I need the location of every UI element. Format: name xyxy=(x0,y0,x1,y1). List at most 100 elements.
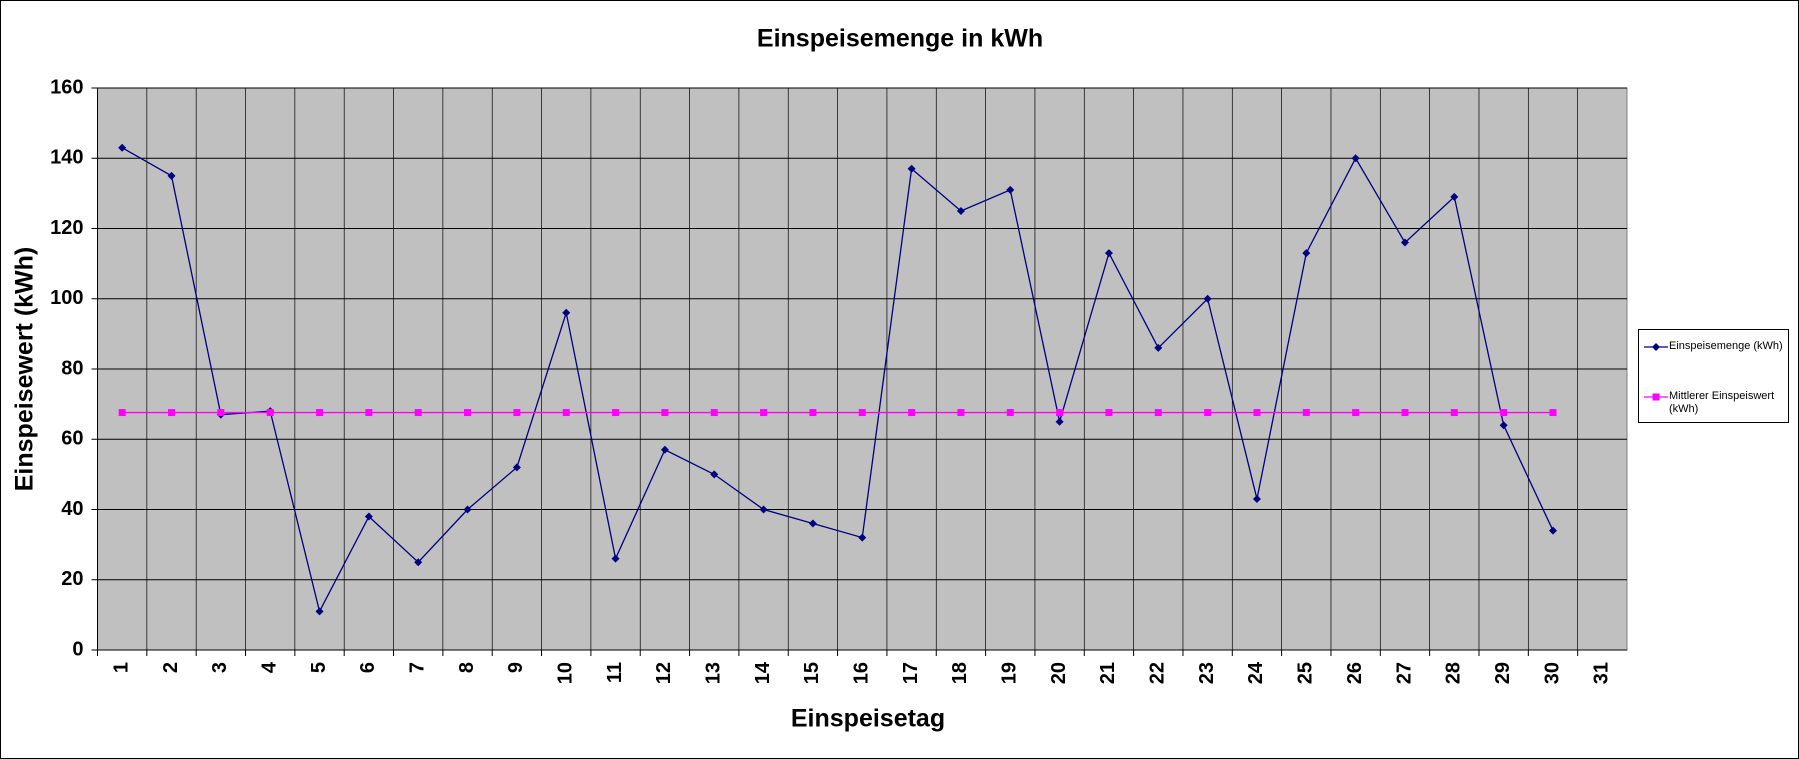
y-tick-label: 140 xyxy=(50,147,83,169)
marker xyxy=(217,409,225,417)
marker xyxy=(513,409,521,417)
marker xyxy=(1252,494,1261,503)
y-tick-label: 120 xyxy=(50,217,83,239)
marker xyxy=(660,445,669,454)
y-tick-label: 40 xyxy=(61,498,83,520)
marker xyxy=(1006,409,1014,417)
x-tick-label: 25 xyxy=(1295,662,1317,684)
x-tick-label: 14 xyxy=(752,661,774,684)
x-tick-label: 28 xyxy=(1443,662,1465,684)
x-tick-label: 1 xyxy=(110,662,132,673)
x-tick-label: 27 xyxy=(1393,662,1415,684)
marker xyxy=(118,143,127,152)
marker xyxy=(858,533,867,542)
chart-title: Einspeisemenge in kWh xyxy=(757,25,1043,53)
y-tick-label: 160 xyxy=(50,76,83,98)
marker xyxy=(1203,294,1212,303)
legend-swatch xyxy=(1644,343,1668,351)
marker xyxy=(759,505,768,514)
legend-label: Einspeisemenge (kWh) xyxy=(1669,340,1783,352)
marker xyxy=(414,558,423,567)
marker xyxy=(168,409,176,417)
marker xyxy=(1154,409,1162,417)
x-tick-label: 20 xyxy=(1048,662,1070,684)
x-tick-label: 7 xyxy=(406,662,428,673)
x-tick-label: 15 xyxy=(801,662,823,684)
marker xyxy=(1006,185,1015,194)
marker xyxy=(612,409,620,417)
marker xyxy=(858,409,866,417)
marker xyxy=(167,171,176,180)
marker xyxy=(1302,409,1310,417)
marker xyxy=(1104,249,1113,258)
marker xyxy=(1400,238,1409,247)
x-tick-label: 16 xyxy=(851,662,873,684)
marker xyxy=(808,519,817,528)
marker xyxy=(809,409,817,417)
marker xyxy=(1401,409,1409,417)
marker xyxy=(661,409,669,417)
x-tick-label: 24 xyxy=(1245,661,1267,684)
marker xyxy=(710,409,718,417)
marker xyxy=(1652,343,1660,351)
marker xyxy=(1548,526,1557,535)
marker xyxy=(1154,343,1163,352)
x-tick-label: 3 xyxy=(209,662,231,673)
x-tick-label: 10 xyxy=(554,662,576,684)
x-tick-label: 31 xyxy=(1591,662,1613,684)
marker xyxy=(1450,192,1459,201)
x-tick-label: 6 xyxy=(357,662,379,673)
marker xyxy=(907,164,916,173)
marker xyxy=(1500,409,1508,417)
marker xyxy=(1450,409,1458,417)
y-tick-label: 80 xyxy=(61,357,83,379)
x-tick-label: 9 xyxy=(505,662,527,673)
marker xyxy=(364,512,373,521)
marker xyxy=(1549,409,1557,417)
marker xyxy=(1055,417,1064,426)
y-tick-label: 100 xyxy=(50,287,83,309)
marker xyxy=(266,409,274,417)
legend-label: Mittlerer Einspeiswert (kWh) xyxy=(1669,390,1775,415)
marker xyxy=(1302,249,1311,258)
marker xyxy=(1351,154,1360,163)
marker xyxy=(315,607,324,616)
marker xyxy=(463,505,472,514)
legend-item: Mittlerer Einspeiswert (kWh) xyxy=(1643,390,1787,416)
x-tick-label: 17 xyxy=(900,662,922,684)
x-tick-label: 29 xyxy=(1492,662,1514,684)
marker xyxy=(1499,421,1508,430)
x-tick-label: 12 xyxy=(653,662,675,684)
x-tick-label: 21 xyxy=(1097,662,1119,684)
marker xyxy=(562,308,571,317)
marker xyxy=(365,409,373,417)
y-axis-label: Einspeisewert (kWh) xyxy=(11,247,39,492)
marker xyxy=(1652,393,1660,401)
legend-swatch xyxy=(1644,393,1668,401)
marker xyxy=(760,409,768,417)
marker xyxy=(1352,409,1360,417)
marker xyxy=(562,409,570,417)
x-tick-label: 30 xyxy=(1541,662,1563,684)
x-tick-label: 5 xyxy=(308,662,330,673)
x-tick-label: 8 xyxy=(456,662,478,673)
x-tick-label: 2 xyxy=(160,662,182,673)
marker xyxy=(956,206,965,215)
marker xyxy=(414,409,422,417)
marker xyxy=(316,409,324,417)
legend-item: Einspeisemenge (kWh) xyxy=(1643,340,1787,353)
marker xyxy=(908,409,916,417)
x-tick-label: 26 xyxy=(1344,662,1366,684)
series-line xyxy=(121,147,1554,614)
marker xyxy=(512,463,521,472)
legend: Einspeisemenge (kWh) Mittlerer Einspeiswe… xyxy=(1638,329,1789,423)
y-tick-label: 20 xyxy=(61,568,83,590)
x-tick-label: 19 xyxy=(999,662,1021,684)
x-tick-label: 22 xyxy=(1147,662,1169,684)
marker xyxy=(1105,409,1113,417)
marker xyxy=(611,554,620,563)
x-tick-label: 11 xyxy=(604,662,626,683)
marker xyxy=(1253,409,1261,417)
